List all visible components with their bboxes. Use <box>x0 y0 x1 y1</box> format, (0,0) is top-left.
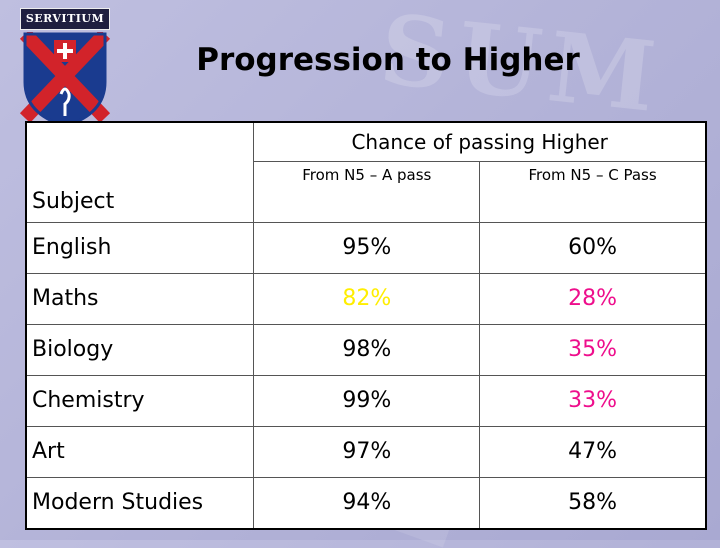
subject-cell: English <box>25 221 255 274</box>
a-pass-cell: 98% <box>253 323 481 376</box>
subject-cell: Maths <box>25 272 255 325</box>
a-pass-cell: 94% <box>253 476 481 529</box>
progression-table: Chance of passing Higher Subject From N5… <box>25 121 707 530</box>
table-row: Modern Studies 94% 58% <box>25 476 707 529</box>
subject-cell: Biology <box>25 323 255 376</box>
a-pass-cell: 82% <box>253 272 481 325</box>
school-logo: SERVITIUM <box>20 8 110 128</box>
logo-banner: SERVITIUM <box>20 8 110 30</box>
table-row: Biology 98% 35% <box>25 323 707 376</box>
a-pass-cell: 97% <box>253 425 481 478</box>
table-row: Chemistry 99% 33% <box>25 374 707 427</box>
page-title: Progression to Higher <box>196 42 580 78</box>
table-group-header: Chance of passing Higher <box>253 121 707 162</box>
c-pass-cell: 28% <box>479 272 707 325</box>
c-pass-cell: 33% <box>479 374 707 427</box>
c-pass-cell: 35% <box>479 323 707 376</box>
a-pass-column-header: From N5 – A pass <box>253 161 481 223</box>
c-pass-cell: 47% <box>479 425 707 478</box>
subject-column-header: Subject <box>25 161 255 223</box>
a-pass-cell: 99% <box>253 374 481 427</box>
table-row: Maths 82% 28% <box>25 272 707 325</box>
table-header-row: Subject From N5 – A pass From N5 – C Pas… <box>25 161 707 223</box>
subject-cell: Chemistry <box>25 374 255 427</box>
a-pass-cell: 95% <box>253 221 481 274</box>
table-corner-cell <box>25 121 255 162</box>
c-pass-cell: 58% <box>479 476 707 529</box>
c-pass-cell: 60% <box>479 221 707 274</box>
crest-shield-icon <box>20 32 110 128</box>
table-title-row: Chance of passing Higher <box>25 121 707 162</box>
table-row: English 95% 60% <box>25 221 707 274</box>
subject-cell: Modern Studies <box>25 476 255 529</box>
subject-cell: Art <box>25 425 255 478</box>
c-pass-column-header: From N5 – C Pass <box>479 161 707 223</box>
table-row: Art 97% 47% <box>25 425 707 478</box>
